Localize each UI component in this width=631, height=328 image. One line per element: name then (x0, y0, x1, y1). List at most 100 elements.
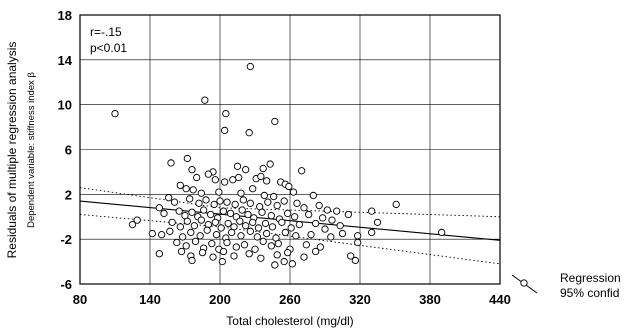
scatter-point (211, 218, 219, 227)
y-tick-label: 14 (58, 53, 73, 68)
x-tick-label: 260 (279, 292, 301, 307)
scatter-point (291, 213, 299, 221)
y-tick-label: 18 (58, 8, 72, 23)
scatter-point (254, 224, 263, 232)
scatter-point (316, 243, 324, 251)
scatter-point (212, 231, 221, 239)
legend-marker (520, 279, 528, 287)
scatter-point (209, 253, 217, 261)
scatter-point (245, 250, 253, 258)
scatter-point (263, 177, 271, 185)
confidence-band-upper (79, 187, 501, 218)
scatter-point (201, 96, 209, 104)
scatter-point (128, 220, 137, 229)
scatter-point (298, 167, 306, 175)
scatter-point (167, 159, 175, 167)
scatter-point (196, 232, 204, 240)
scatter-point (224, 219, 232, 228)
scatter-point (288, 260, 296, 268)
scatter-point (392, 200, 400, 209)
scatter-point (226, 209, 235, 218)
x-tick-labels: 80 140 200 260 320 380 440 (73, 292, 511, 307)
scatter-point (280, 197, 288, 205)
scatter-point (210, 200, 218, 209)
y-tick-label: 6 (65, 143, 72, 158)
scatter-point (281, 228, 289, 237)
scatter-point (292, 232, 300, 240)
scatter-point (183, 217, 191, 225)
scatter-point (215, 188, 223, 196)
scatter-point (165, 194, 173, 202)
scatter-point (217, 224, 225, 232)
scatter-point (257, 172, 265, 181)
scatter-point (268, 223, 277, 231)
scatter-point (176, 181, 184, 190)
x-tick-label: 140 (139, 292, 161, 307)
regression-line (79, 200, 501, 241)
scatter-point (155, 204, 163, 212)
scatter-point (198, 248, 207, 257)
scatter-point (333, 207, 341, 215)
scatter-point (223, 238, 231, 247)
scatter-point (187, 228, 195, 237)
scatter-point (218, 257, 226, 266)
scatter-point (245, 129, 253, 137)
scatter-point (336, 222, 344, 230)
scatter-point (197, 216, 205, 224)
scatter-point (273, 251, 281, 259)
scatter-point (202, 196, 210, 204)
x-axis-title: Total cholesterol (mg/dl) (226, 314, 353, 328)
scatter-point (190, 222, 198, 230)
scatter-point (193, 173, 201, 182)
scatter-point (236, 217, 244, 225)
scatter-point (312, 219, 320, 228)
scatter-point (237, 189, 245, 197)
scatter-point (195, 199, 203, 207)
y-tick-label: 10 (58, 98, 72, 113)
scatter-point (188, 208, 196, 216)
scatter-point (259, 237, 267, 246)
scatter-point (222, 109, 230, 118)
x-tick-label: 80 (73, 292, 87, 307)
scatter-point (287, 224, 295, 232)
scatter-point (338, 229, 347, 238)
scatter-point (188, 256, 196, 265)
scatter-point (354, 232, 362, 240)
scatter-point (260, 191, 268, 200)
scatter-point (259, 164, 267, 173)
scatter-point (293, 199, 301, 207)
x-tick-label: 440 (489, 292, 511, 307)
scatter-point (183, 154, 191, 163)
scatter-point (211, 176, 219, 184)
scatter-point (235, 173, 243, 182)
scatter-point (368, 228, 376, 237)
scatter-point (182, 242, 190, 250)
scatter-point (197, 189, 205, 197)
scatter-point (166, 227, 174, 235)
scatter-point (319, 214, 327, 222)
scatter-point (354, 238, 362, 247)
y-axis-subtitle: Dependent variable: stiffness index β (26, 72, 37, 228)
scatter-point (232, 243, 240, 251)
scatter-point (271, 261, 279, 269)
scatter-point (203, 226, 211, 234)
legend-entry-regression: Regression (560, 271, 621, 285)
scatter-point (321, 225, 329, 233)
scatter-point (175, 207, 183, 215)
scatter-point (267, 211, 275, 220)
scatter-point (207, 210, 215, 219)
scatter-point (267, 242, 275, 250)
y-tick-label: -2 (60, 232, 72, 247)
scatter-point (246, 62, 254, 71)
scatter-point (239, 196, 247, 204)
scatter-point (368, 207, 376, 215)
scatter-point (344, 210, 352, 219)
scatter-point (221, 178, 229, 186)
scatter-point (251, 245, 259, 253)
scatter-point (200, 206, 208, 214)
scatter-point (179, 233, 187, 241)
scatter-point (204, 170, 212, 178)
scatter-point (270, 192, 278, 201)
scatter-point (188, 166, 196, 174)
